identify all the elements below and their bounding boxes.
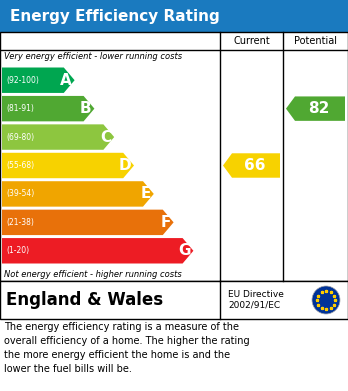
Polygon shape bbox=[2, 96, 94, 121]
Text: England & Wales: England & Wales bbox=[6, 291, 163, 309]
Polygon shape bbox=[286, 97, 345, 121]
Bar bbox=[0, 281, 348, 319]
Polygon shape bbox=[2, 210, 174, 235]
Text: (55-68): (55-68) bbox=[6, 161, 34, 170]
Text: (1-20): (1-20) bbox=[6, 246, 29, 255]
Text: G: G bbox=[178, 243, 190, 258]
Text: EU Directive
2002/91/EC: EU Directive 2002/91/EC bbox=[228, 290, 284, 310]
Text: (21-38): (21-38) bbox=[6, 218, 34, 227]
Text: (92-100): (92-100) bbox=[6, 76, 39, 85]
Text: (39-54): (39-54) bbox=[6, 189, 34, 198]
Text: Very energy efficient - lower running costs: Very energy efficient - lower running co… bbox=[4, 52, 182, 61]
Text: C: C bbox=[100, 129, 111, 145]
Text: F: F bbox=[160, 215, 171, 230]
Polygon shape bbox=[2, 124, 114, 150]
Text: Not energy efficient - higher running costs: Not energy efficient - higher running co… bbox=[4, 270, 182, 279]
Text: E: E bbox=[141, 187, 151, 201]
Text: B: B bbox=[80, 101, 92, 116]
Text: A: A bbox=[60, 73, 72, 88]
Text: D: D bbox=[118, 158, 131, 173]
Text: Energy Efficiency Rating: Energy Efficiency Rating bbox=[10, 9, 220, 23]
Text: (81-91): (81-91) bbox=[6, 104, 34, 113]
Text: Current: Current bbox=[233, 36, 270, 46]
Polygon shape bbox=[2, 181, 154, 206]
Text: 66: 66 bbox=[244, 158, 265, 173]
Circle shape bbox=[312, 286, 340, 314]
Polygon shape bbox=[223, 153, 280, 178]
Polygon shape bbox=[2, 238, 193, 264]
Bar bbox=[0, 32, 348, 281]
Text: (69-80): (69-80) bbox=[6, 133, 34, 142]
Text: Potential: Potential bbox=[294, 36, 337, 46]
Bar bbox=[0, 0, 348, 32]
Text: 82: 82 bbox=[308, 101, 329, 116]
Polygon shape bbox=[2, 68, 74, 93]
Text: The energy efficiency rating is a measure of the
overall efficiency of a home. T: The energy efficiency rating is a measur… bbox=[4, 322, 250, 374]
Polygon shape bbox=[2, 153, 134, 178]
